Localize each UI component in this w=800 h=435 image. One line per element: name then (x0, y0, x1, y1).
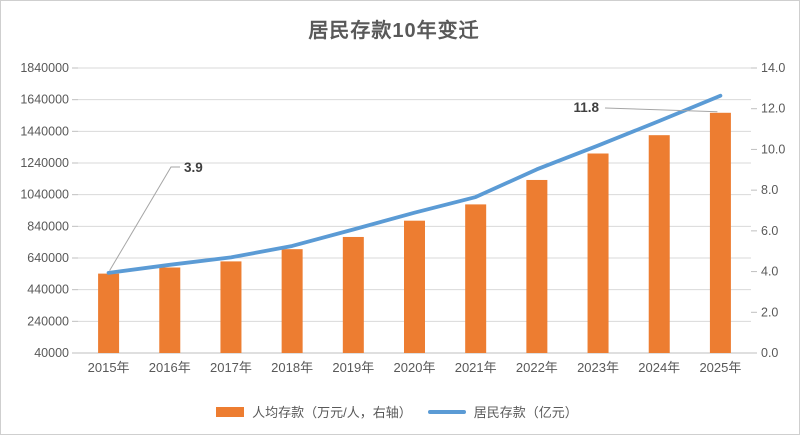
x-axis-label: 2025年 (699, 360, 741, 375)
bar-2019年 (342, 236, 364, 353)
annotation-leader-line (109, 166, 180, 271)
left-axis-label: 640000 (27, 251, 69, 265)
chart-title: 居民存款10年变迁 (308, 20, 480, 42)
right-axis-label: 14.0 (761, 61, 785, 75)
x-axis-label: 2018年 (271, 360, 313, 375)
left-axis-label: 1040000 (20, 188, 69, 202)
legend-item-bar-series: 人均存款（万元/人，右轴） (216, 402, 412, 421)
x-axis-label: 2021年 (455, 360, 497, 375)
left-axis-label: 440000 (27, 283, 69, 297)
line-series-swatch-icon (427, 409, 466, 414)
legend: 人均存款（万元/人，右轴） 居民存款（亿元） (1, 402, 793, 421)
left-axis-label: 1640000 (20, 93, 69, 107)
x-axis-label: 2023年 (577, 360, 619, 375)
legend-label-line-series: 居民存款（亿元） (473, 405, 578, 420)
left-axis-label: 1840000 (20, 61, 69, 75)
bar-2021年 (465, 204, 487, 353)
left-axis-label: 840000 (27, 219, 69, 233)
bar-2020年 (404, 220, 425, 353)
bar-2024年 (648, 135, 670, 353)
x-axis-label: 2020年 (394, 360, 436, 375)
x-axis-label: 2016年 (149, 360, 191, 375)
bar-2018年 (281, 249, 303, 353)
right-axis-label: 8.0 (761, 183, 778, 197)
bar-2023年 (587, 153, 609, 353)
annotation-value: 3.9 (184, 160, 203, 175)
bar-2015年 (98, 273, 120, 353)
bar-series-swatch-icon (216, 406, 245, 417)
right-axis-label: 2.0 (761, 305, 778, 319)
left-axis-label: 1440000 (20, 124, 69, 138)
right-axis-label: 10.0 (761, 142, 785, 156)
bar-2022年 (526, 179, 548, 353)
legend-item-line-series: 居民存款（亿元） (427, 402, 578, 421)
left-axis-label: 1240000 (20, 156, 69, 170)
right-axis-label: 0.0 (761, 346, 778, 360)
bar-2025年 (709, 112, 731, 354)
bar-2017年 (220, 261, 242, 353)
x-axis-label: 2022年 (516, 360, 558, 375)
annotation-value: 11.8 (573, 100, 599, 115)
bar-2016年 (159, 267, 181, 353)
legend-label-bar-series: 人均存款（万元/人，右轴） (252, 405, 412, 420)
line-series (106, 93, 723, 275)
left-axis-label: 240000 (27, 314, 69, 328)
x-axis-label: 2015年 (88, 360, 130, 375)
x-axis-label: 2017年 (210, 360, 252, 375)
annotation-leader-line (604, 107, 718, 113)
x-axis-label: 2019年 (332, 360, 374, 375)
left-axis-label: 40000 (34, 346, 69, 360)
right-axis-label: 4.0 (761, 265, 778, 279)
right-axis-label: 12.0 (761, 102, 785, 116)
x-axis-label: 2024年 (638, 360, 680, 375)
right-axis-label: 6.0 (761, 224, 778, 238)
